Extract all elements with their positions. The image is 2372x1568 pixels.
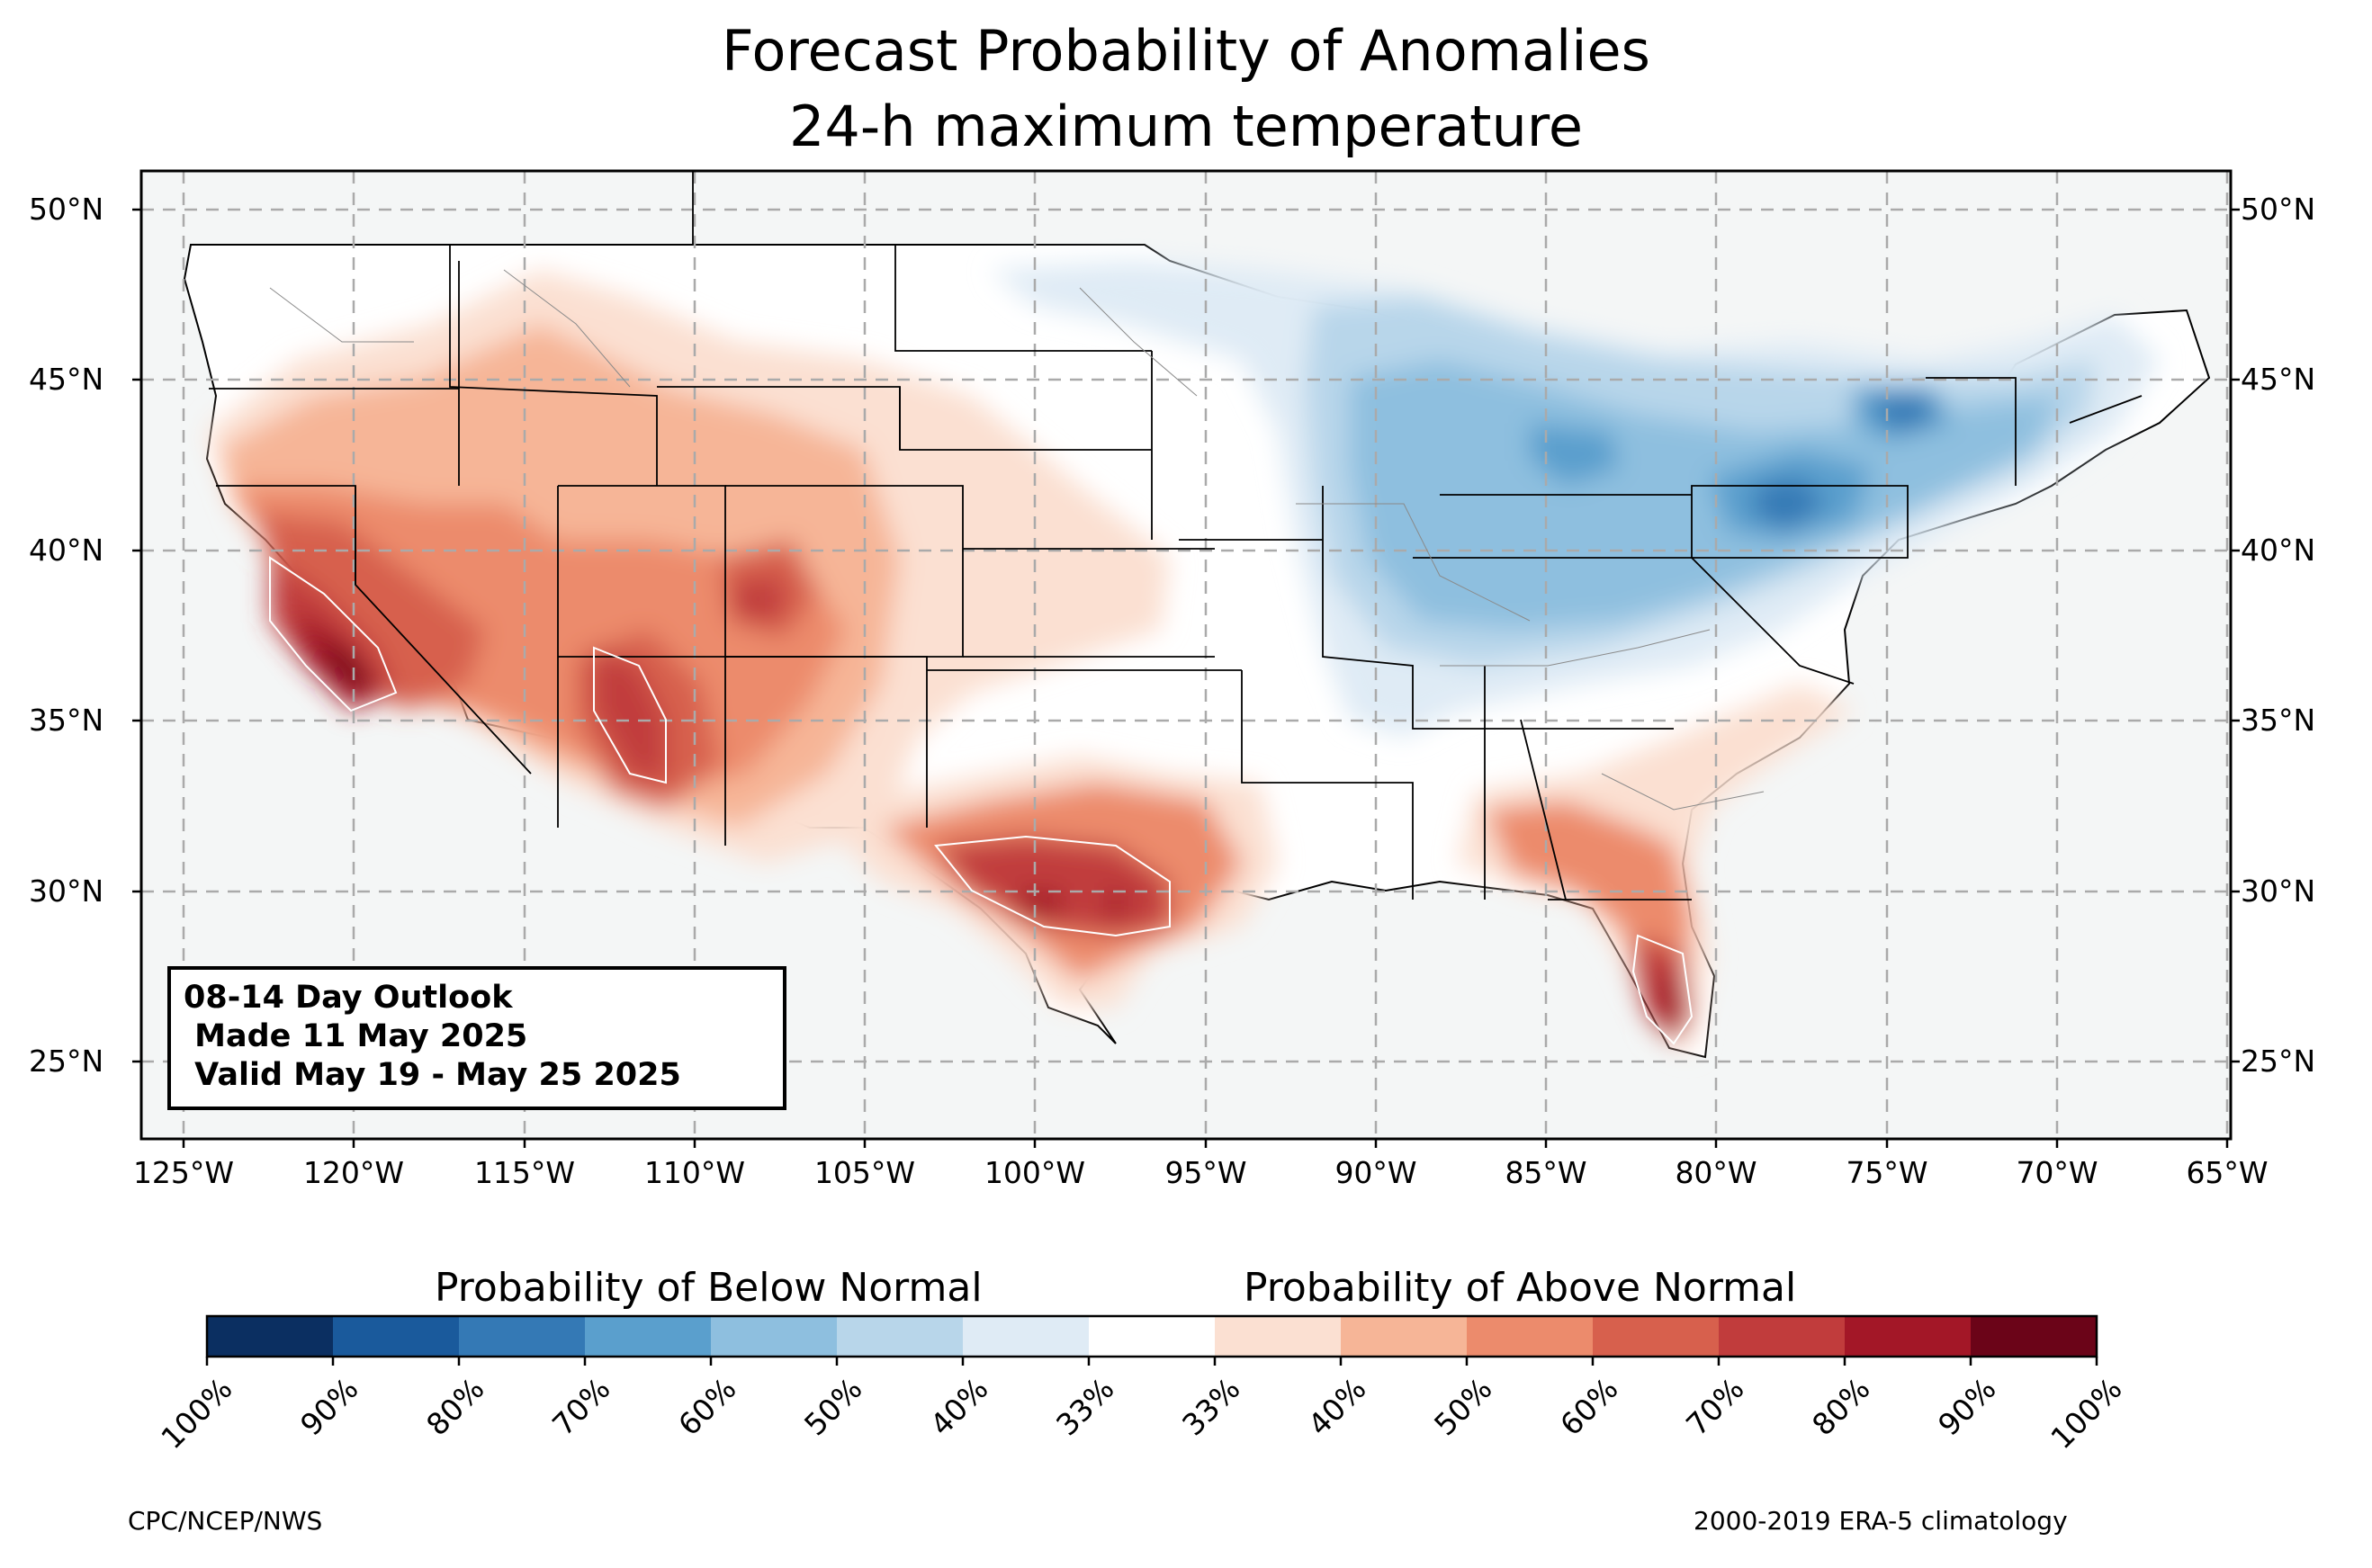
lon-label: 90°W xyxy=(1334,1155,1417,1190)
colorbar-swatch xyxy=(1845,1316,1972,1357)
lat-label: 25°N xyxy=(29,1044,104,1079)
lat-label-right: 45°N xyxy=(2241,362,2316,397)
axis-ticks xyxy=(132,208,2240,1148)
colorbar-swatch xyxy=(207,1316,334,1357)
outlook-info-box: 08-14 Day Outlook Made 11 May 2025 Valid… xyxy=(167,966,786,1110)
lon-label: 95°W xyxy=(1164,1155,1247,1190)
colorbar xyxy=(205,1314,2098,1366)
lon-label: 115°W xyxy=(473,1155,576,1190)
colorbar-swatch xyxy=(1089,1316,1216,1357)
lon-label: 105°W xyxy=(813,1155,916,1190)
contour-lines xyxy=(269,556,1694,1045)
lat-label: 30°N xyxy=(29,874,104,909)
lat-label-right: 35°N xyxy=(2241,703,2316,738)
lat-label-right: 30°N xyxy=(2241,874,2316,909)
outlook-period: 08-14 Day Outlook xyxy=(184,980,513,1016)
texas-above-80 xyxy=(1017,891,1125,918)
colorbar-swatch xyxy=(1467,1316,1594,1357)
colorbar-swatch xyxy=(1971,1316,2098,1357)
lon-label: 70°W xyxy=(2016,1155,2098,1190)
lat-label: 35°N xyxy=(29,703,104,738)
colorbar-swatch xyxy=(585,1316,712,1357)
west-above-90 xyxy=(324,639,373,688)
lat-label: 40°N xyxy=(29,533,104,568)
lon-label: 80°W xyxy=(1675,1155,1757,1190)
above-normal-contours xyxy=(207,270,1854,1053)
north-below-70 xyxy=(1755,396,1935,531)
lon-label: 75°W xyxy=(1846,1155,1928,1190)
lon-label: 85°W xyxy=(1505,1155,1587,1190)
colorbar-swatch xyxy=(963,1316,1090,1357)
map-subtitle: 24-h maximum temperature xyxy=(788,94,1584,159)
colorbar-below-label: Probability of Below Normal xyxy=(435,1265,983,1311)
colorbar-swatch xyxy=(837,1316,964,1357)
lon-label: 120°W xyxy=(302,1155,405,1190)
colorbar-swatch xyxy=(1215,1316,1342,1357)
source-credit: CPC/NCEP/NWS xyxy=(128,1506,323,1536)
colorbar-swatch xyxy=(711,1316,838,1357)
colorbar-swatch xyxy=(1341,1316,1468,1357)
lat-label: 45°N xyxy=(29,362,104,397)
colorbar-swatch xyxy=(1593,1316,1720,1357)
colorbar-swatch xyxy=(1719,1316,1846,1357)
north-below-60 xyxy=(1530,387,1953,540)
colorbar-frame xyxy=(205,1314,2098,1358)
west-above-70 xyxy=(270,558,783,783)
below-normal-contours xyxy=(990,261,2160,738)
map-frame xyxy=(139,169,2233,1141)
lat-label-right: 40°N xyxy=(2241,533,2316,568)
colorbar-above-label: Probability of Above Normal xyxy=(1244,1265,1797,1311)
lon-label: 110°W xyxy=(643,1155,746,1190)
map-title: Forecast Probability of Anomalies xyxy=(722,18,1650,84)
lat-label-right: 50°N xyxy=(2241,192,2316,227)
colorbar-swatch xyxy=(333,1316,460,1357)
lon-label: 65°W xyxy=(2186,1155,2269,1190)
florida-above-80 xyxy=(1654,972,1683,1035)
lat-label: 50°N xyxy=(29,192,104,227)
west-above-60 xyxy=(252,513,819,810)
lat-label-right: 25°N xyxy=(2241,1044,2316,1079)
outlook-valid-range: Valid May 19 - May 25 2025 xyxy=(184,1057,681,1093)
colorbar-swatch xyxy=(459,1316,586,1357)
outlook-made-date: Made 11 May 2025 xyxy=(184,1018,528,1054)
lon-label: 100°W xyxy=(984,1155,1086,1190)
climatology-note: 2000-2019 ERA-5 climatology xyxy=(1694,1506,2068,1536)
lon-label: 125°W xyxy=(132,1155,235,1190)
minor-boundaries xyxy=(269,269,1765,811)
state-boundaries xyxy=(209,171,2143,900)
